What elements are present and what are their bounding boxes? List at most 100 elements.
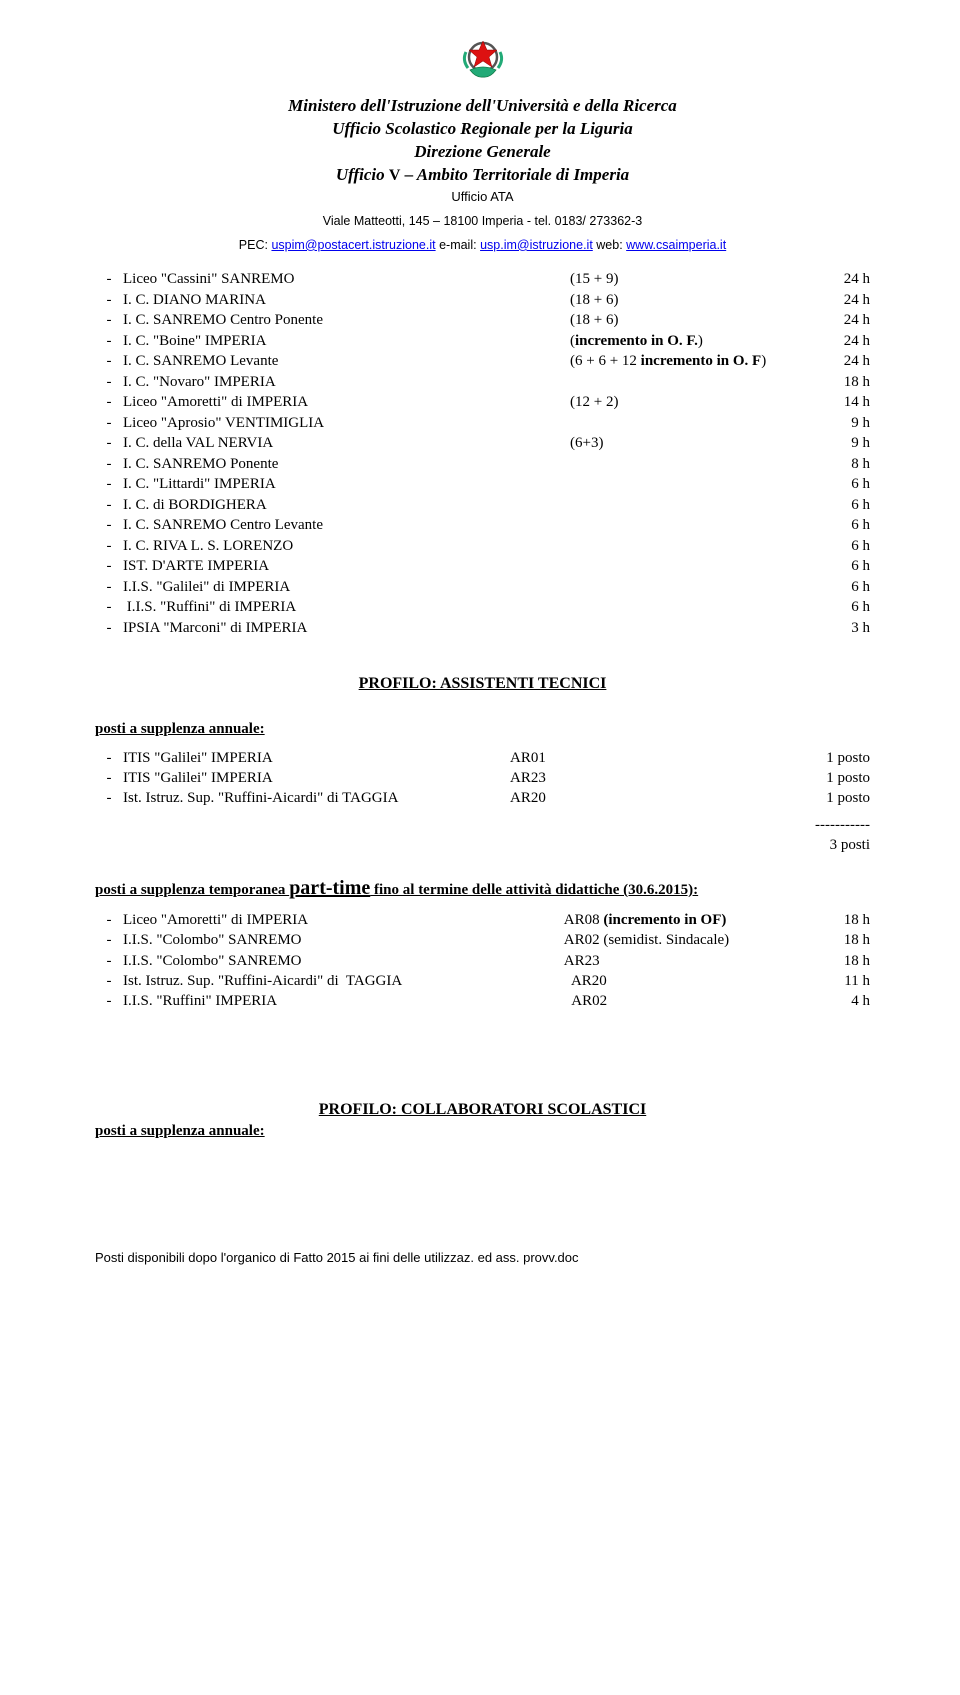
row-name: I.I.S. "Colombo" SANREMO — [123, 951, 564, 971]
list-row: -I. C. della VAL NERVIA(6+3)9 h — [95, 434, 870, 455]
row-mid: AR23 — [510, 768, 790, 788]
row-value: 18 h — [844, 910, 870, 930]
row-name: IST. D'ARTE IMPERIA — [123, 557, 570, 577]
row-name: I. C. SANREMO Centro Ponente — [123, 311, 570, 331]
row-value: 24 h — [810, 311, 870, 331]
posti-row: -ITIS "Galilei" IMPERIAAR011 posto — [95, 748, 870, 768]
pt-head-post: fino al termine delle attività didattich… — [370, 882, 698, 898]
dash: - — [95, 598, 123, 618]
pec-link[interactable]: uspim@postacert.istruzione.it — [271, 238, 435, 252]
row-mid — [570, 373, 810, 393]
row-mid — [570, 537, 810, 557]
dash: - — [95, 748, 123, 768]
row-name: IPSIA "Marconi" di IMPERIA — [123, 619, 570, 639]
row-name: I. C. SANREMO Ponente — [123, 455, 570, 475]
row-value: 11 h — [844, 971, 870, 991]
list-row: -I. C. SANREMO Centro Ponente(18 + 6)24 … — [95, 311, 870, 332]
ministry-line-3: Direzione Generale — [95, 141, 870, 164]
dash: - — [95, 971, 123, 991]
row-value: 18 h — [844, 930, 870, 950]
row-name: I. C. "Littardi" IMPERIA — [123, 475, 570, 495]
row-mid — [570, 475, 810, 495]
list-row: - I.I.S. "Ruffini" di IMPERIA6 h — [95, 598, 870, 619]
row-name: I.I.S. "Galilei" di IMPERIA — [123, 578, 570, 598]
posti-total: ----------- 3 posti — [95, 815, 870, 856]
row-value: 1 posto — [790, 748, 870, 768]
row-value: 6 h — [810, 516, 870, 536]
dash: - — [95, 291, 123, 311]
address-line: Viale Matteotti, 145 – 18100 Imperia - t… — [95, 214, 870, 228]
subhead-annuale: posti a supplenza annuale: — [95, 721, 870, 738]
web-label: web: — [593, 238, 626, 252]
row-mid: AR08 (incremento in OF) — [564, 910, 844, 930]
dash: - — [95, 393, 123, 413]
row-mid — [570, 598, 810, 618]
row-value: 9 h — [810, 434, 870, 454]
row-mid: AR02 — [571, 991, 851, 1011]
pt-head-pre: posti a supplenza temporanea — [95, 882, 289, 898]
dash: - — [95, 557, 123, 577]
dash: - — [95, 991, 123, 1011]
email-link[interactable]: usp.im@istruzione.it — [480, 238, 593, 252]
row-mid — [570, 455, 810, 475]
ufficio-prefix: Ufficio — [336, 165, 389, 184]
row-value: 6 h — [810, 578, 870, 598]
row-value: 6 h — [810, 537, 870, 557]
section-collaboratori: PROFILO: COLLABORATORI SCOLASTICI — [95, 1101, 870, 1119]
posti-row: -Ist. Istruz. Sup. "Ruffini-Aicardi" di … — [95, 788, 870, 808]
total-dashes: ----------- — [95, 815, 870, 835]
row-mid: (incremento in O. F.) — [570, 332, 810, 352]
web-link[interactable]: www.csaimperia.it — [626, 238, 726, 252]
row-mid: AR20 — [564, 971, 844, 991]
row-mid — [570, 414, 810, 434]
italy-emblem-icon — [456, 30, 510, 89]
row-value: 6 h — [810, 557, 870, 577]
row-value: 8 h — [810, 455, 870, 475]
dash: - — [95, 455, 123, 475]
row-name: Liceo "Amoretti" di IMPERIA — [123, 910, 564, 930]
row-mid: (12 + 2) — [570, 393, 810, 413]
row-mid: AR02 (semidist. Sindacale) — [564, 930, 844, 950]
dash: - — [95, 619, 123, 639]
posti-annuale-list: -ITIS "Galilei" IMPERIAAR011 posto-ITIS … — [95, 748, 870, 809]
hours-list: -Liceo "Cassini" SANREMO(15 + 9)24 h-I. … — [95, 270, 870, 639]
row-mid — [570, 516, 810, 536]
list-row: -I. C. DIANO MARINA(18 + 6)24 h — [95, 290, 870, 311]
row-name: I. C. della VAL NERVIA — [123, 434, 570, 454]
row-value: 3 h — [810, 619, 870, 639]
ministry-line-2: Ufficio Scolastico Regionale per la Ligu… — [95, 118, 870, 141]
row-name: I. C. "Boine" IMPERIA — [123, 332, 570, 352]
pec-label: PEC: — [239, 238, 272, 252]
row-name: I.I.S. "Ruffini" IMPERIA — [123, 991, 571, 1011]
dash: - — [95, 768, 123, 788]
row-value: 18 h — [810, 373, 870, 393]
row-name: I. C. DIANO MARINA — [123, 291, 570, 311]
row-name: I. C. SANREMO Levante — [123, 352, 570, 372]
row-name: ITIS "Galilei" IMPERIA — [123, 768, 510, 788]
posti-row: -ITIS "Galilei" IMPERIAAR231 posto — [95, 768, 870, 788]
row-value: 6 h — [810, 598, 870, 618]
ufficio-roman: V — [389, 167, 401, 184]
email-label: e-mail: — [436, 238, 480, 252]
ministry-line-4: Ufficio V – Ambito Territoriale di Imper… — [95, 164, 870, 187]
dash: - — [95, 352, 123, 372]
letterhead: Ministero dell'Istruzione dell'Universit… — [95, 30, 870, 252]
row-value: 24 h — [810, 352, 870, 372]
dash: - — [95, 930, 123, 950]
list-row: -Liceo "Amoretti" di IMPERIA(12 + 2)14 h — [95, 393, 870, 414]
row-mid: AR23 — [564, 951, 844, 971]
dash: - — [95, 270, 123, 290]
ministry-line-1: Ministero dell'Istruzione dell'Universit… — [95, 95, 870, 118]
row-value: 4 h — [851, 991, 870, 1011]
row-value: 24 h — [810, 291, 870, 311]
row-name: I. C. SANREMO Centro Levante — [123, 516, 570, 536]
pt-head-big: part-time — [289, 877, 370, 899]
dash: - — [95, 373, 123, 393]
dash: - — [95, 311, 123, 331]
row-mid — [570, 578, 810, 598]
dash: - — [95, 788, 123, 808]
ufficio-ata: Ufficio ATA — [95, 189, 870, 204]
row-name: Ist. Istruz. Sup. "Ruffini-Aicardi" di T… — [123, 788, 510, 808]
page-footer: Posti disponibili dopo l'organico di Fat… — [95, 1250, 870, 1265]
row-mid: (18 + 6) — [570, 311, 810, 331]
